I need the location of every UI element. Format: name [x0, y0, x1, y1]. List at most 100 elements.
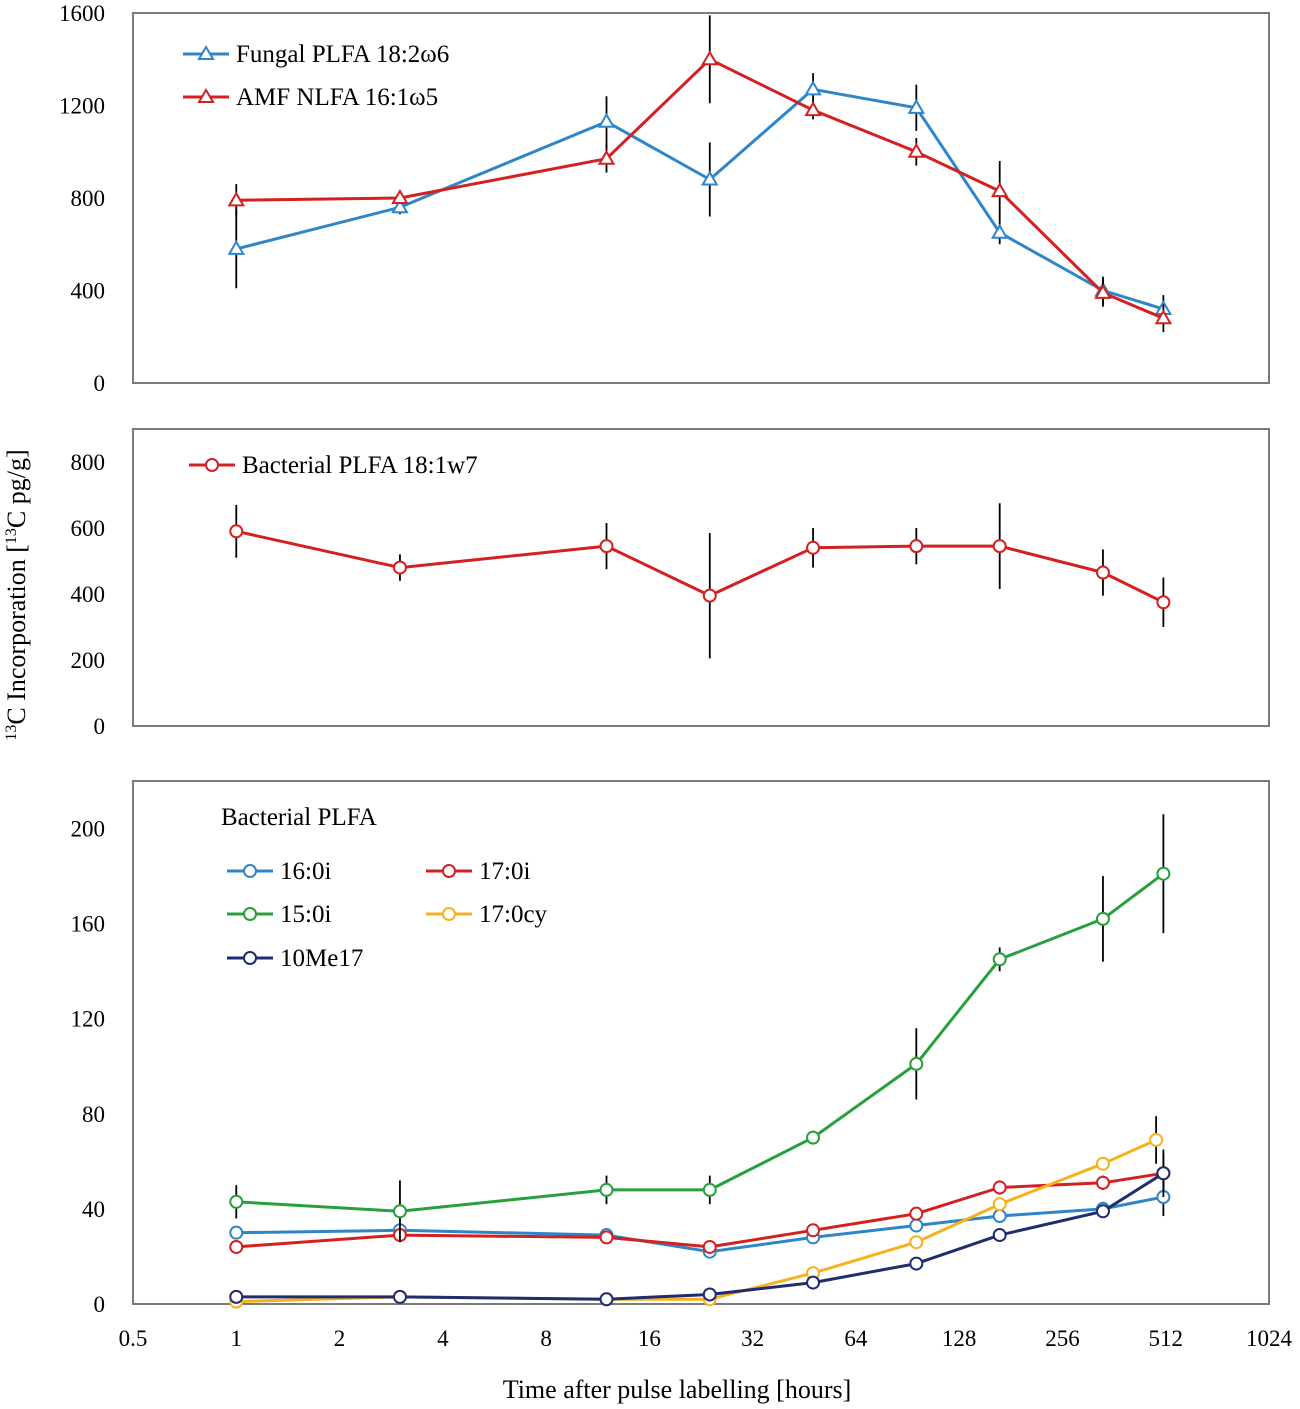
data-point — [804, 101, 822, 117]
series-line — [235, 529, 1165, 604]
data-point — [804, 80, 822, 96]
data-point — [229, 1225, 244, 1240]
data-point — [1095, 1204, 1110, 1219]
series-line — [236, 1138, 1157, 1304]
y-tick-label: 800 — [71, 450, 106, 475]
y-tick-label: 400 — [71, 279, 106, 304]
x-tick-label: 32 — [741, 1326, 764, 1351]
x-tick-label: 16 — [638, 1326, 661, 1351]
data-point — [990, 182, 1009, 198]
data-point — [992, 1228, 1007, 1243]
series-fungal-plfa-18-2-6 — [227, 73, 1173, 323]
legend-label: 17:0i — [479, 858, 530, 885]
y-tick-label: 1600 — [59, 1, 105, 26]
y-tick-label: 160 — [71, 912, 106, 937]
data-point — [1095, 911, 1110, 926]
x-tick-label: 8 — [540, 1326, 552, 1351]
data-point — [599, 1292, 614, 1307]
legend-label: 17:0cy — [479, 901, 548, 928]
data-point — [1095, 565, 1110, 580]
data-point — [1094, 283, 1112, 299]
data-point — [806, 1275, 821, 1290]
legend-item: 16:0i — [227, 858, 331, 885]
y-axis-title-sup2: 13 — [3, 528, 20, 544]
legend-item: Bacterial PLFA 18:1w7 — [189, 452, 478, 479]
data-point — [992, 1209, 1007, 1224]
data-point — [599, 1230, 614, 1245]
data-point — [1156, 1166, 1171, 1181]
x-tick-label: 2 — [334, 1326, 346, 1351]
data-point — [992, 1180, 1007, 1195]
data-point — [597, 112, 616, 128]
legend-label: 15:0i — [280, 901, 331, 928]
y-tick-label: 200 — [71, 648, 106, 673]
y-axis-title-main: C Incorporation [ — [2, 544, 31, 725]
panel-middle: 0 200 400 600 800 Bacterial PLFA 18:1w7 — [71, 428, 1270, 739]
data-point — [909, 1056, 924, 1071]
y-tick-label: 0 — [94, 371, 106, 396]
data-point — [392, 1289, 407, 1304]
y-tick-label: 0 — [94, 714, 106, 739]
data-point — [909, 1256, 924, 1271]
x-tick-label: 128 — [942, 1326, 977, 1351]
x-tick-label: 1024 — [1246, 1326, 1293, 1351]
series-bacterial-plfa-18-1w7 — [229, 503, 1171, 659]
y-axis-title: 13C Incorporation [13C pg/g] — [2, 449, 31, 740]
legend-item: AMF NLFA 16:1ω5 — [183, 84, 438, 111]
data-point — [599, 1182, 614, 1197]
data-point — [1095, 1156, 1110, 1171]
legend-label: 10Me17 — [280, 945, 363, 972]
plot-frame — [132, 428, 1270, 727]
data-point — [229, 1239, 244, 1254]
y-tick-label: 800 — [71, 186, 106, 211]
data-point — [392, 1204, 407, 1219]
data-point — [702, 1182, 717, 1197]
data-point — [227, 191, 246, 207]
data-point — [1156, 595, 1171, 610]
series-line — [236, 872, 1165, 1213]
y-tick-label: 0 — [94, 1292, 106, 1317]
legend-item: 15:0i — [227, 901, 331, 928]
data-point — [992, 539, 1007, 554]
y-axis-title-end: C pg/g] — [2, 449, 31, 528]
data-point — [806, 1223, 821, 1238]
plot-frame — [132, 780, 1270, 1305]
legend-marker — [243, 951, 257, 965]
data-point — [702, 1287, 717, 1302]
legend-item: 10Me17 — [227, 945, 363, 972]
legend-label: 16:0i — [280, 858, 331, 885]
data-point — [597, 149, 616, 165]
data-point — [1095, 1175, 1110, 1190]
data-point — [391, 198, 409, 214]
legend: Bacterial PLFA 18:1w7 — [189, 452, 478, 479]
data-point — [702, 1239, 717, 1254]
legend-label: Bacterial PLFA 18:1w7 — [242, 452, 478, 479]
x-tick-label: 0.5 — [119, 1326, 148, 1351]
y-tick-label: 80 — [82, 1102, 105, 1127]
legend-marker — [243, 907, 257, 921]
series-10me17 — [229, 1149, 1171, 1307]
plot-frame — [132, 12, 1270, 384]
legend-label: AMF NLFA 16:1ω5 — [236, 84, 438, 111]
panel-top: 0 400 800 1200 1600 Fungal PLFA 18:2ω6 AMF NLF… — [59, 1, 1270, 396]
x-tick-label: 4 — [437, 1326, 449, 1351]
legend-item: 17:0cy — [426, 901, 548, 928]
series-line — [236, 1195, 1164, 1254]
data-point — [909, 1218, 924, 1233]
y-axis-title-sup1: 13 — [3, 725, 20, 741]
y-tick-label: 40 — [82, 1197, 105, 1222]
x-tick-label: 256 — [1045, 1326, 1080, 1351]
data-point — [599, 539, 614, 554]
data-point — [806, 540, 821, 555]
series-17-0i — [229, 1154, 1171, 1254]
y-tick-label: 600 — [71, 516, 106, 541]
data-point — [229, 1289, 244, 1304]
legend-label: Fungal PLFA 18:2ω6 — [236, 41, 449, 68]
data-point — [229, 1194, 244, 1209]
data-point — [702, 588, 717, 603]
legend: Fungal PLFA 18:2ω6 AMF NLFA 16:1ω5 — [183, 41, 449, 111]
data-point — [909, 539, 924, 554]
legend-marker — [442, 907, 456, 921]
data-point — [229, 524, 244, 539]
data-point — [992, 952, 1007, 967]
